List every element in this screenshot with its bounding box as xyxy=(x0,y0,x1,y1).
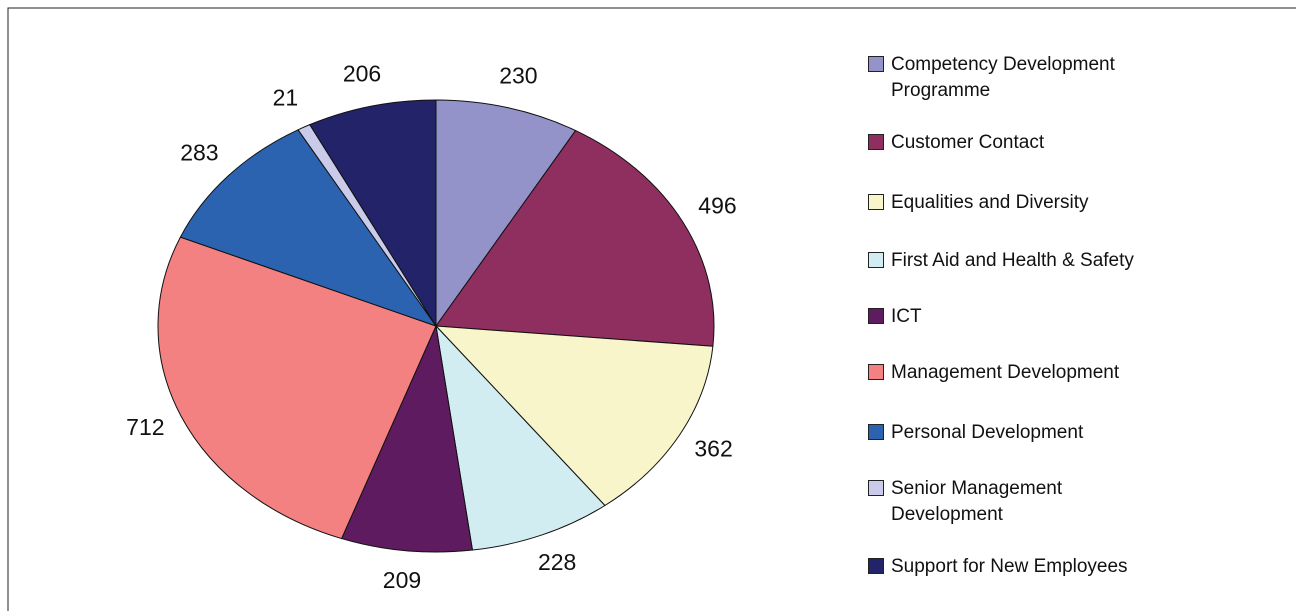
legend-label: Support for New Employees xyxy=(891,556,1128,577)
legend-item: Management Development xyxy=(868,360,1160,386)
legend-swatch xyxy=(868,558,884,574)
legend-swatch xyxy=(868,308,884,324)
data-label: 230 xyxy=(499,62,537,88)
legend-label: Customer Contact xyxy=(891,132,1045,153)
data-label: 228 xyxy=(538,549,576,575)
legend-item: Equalities and Diversity xyxy=(868,190,1160,216)
pie-slice xyxy=(435,99,577,328)
legend-label: Senior Management Development xyxy=(891,478,1063,525)
legend-swatch xyxy=(868,364,884,380)
pie-slice xyxy=(435,129,715,347)
legend-swatch xyxy=(868,194,884,210)
data-label: 283 xyxy=(180,140,218,166)
legend-item: Senior Management Development xyxy=(868,476,1160,528)
legend-item: Personal Development xyxy=(868,420,1160,446)
legend-label: Management Development xyxy=(891,362,1120,383)
data-label: 712 xyxy=(126,414,164,440)
legend-label: ICT xyxy=(891,306,922,327)
legend-label: Personal Development xyxy=(891,422,1084,443)
legend-swatch xyxy=(868,56,884,72)
legend-item: ICT xyxy=(868,304,1160,330)
pie-slice xyxy=(309,99,437,328)
legend-label: First Aid and Health & Safety xyxy=(891,250,1134,271)
legend-item: First Aid and Health & Safety xyxy=(868,248,1160,274)
data-label: 21 xyxy=(273,84,299,110)
legend-swatch xyxy=(868,480,884,496)
pie-slice xyxy=(179,129,438,327)
legend-label: Equalities and Diversity xyxy=(891,192,1089,213)
frame xyxy=(7,7,1296,611)
legend-swatch xyxy=(868,134,884,150)
pie-slice xyxy=(157,236,437,540)
legend-item: Support for New Employees xyxy=(868,554,1160,580)
data-label: 206 xyxy=(343,61,381,87)
legend-label: Competency Development Programme xyxy=(891,54,1115,101)
pie-slice xyxy=(435,324,606,551)
data-label: 362 xyxy=(694,435,732,461)
pie-slice xyxy=(434,325,714,507)
data-label: 496 xyxy=(698,193,736,219)
data-label: 209 xyxy=(383,567,421,593)
pie-slice xyxy=(340,324,474,553)
legend-swatch xyxy=(868,424,884,440)
legend-swatch xyxy=(868,252,884,268)
legend-item: Customer Contact xyxy=(868,130,1160,156)
legend-item: Competency Development Programme xyxy=(868,52,1160,104)
